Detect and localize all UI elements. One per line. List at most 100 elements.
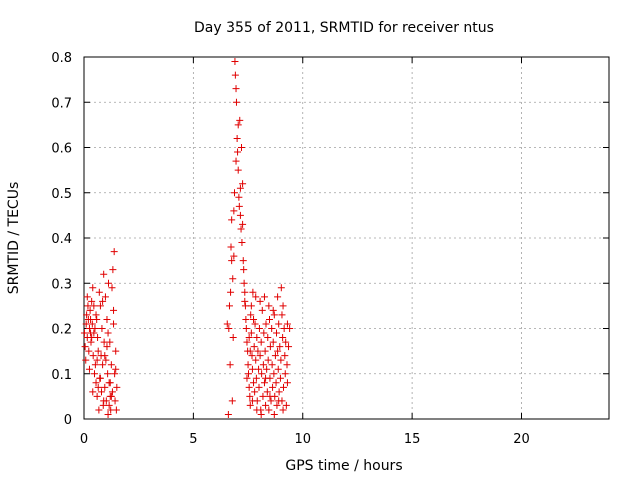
chart-title: Day 355 of 2011, SRMTID for receiver ntu… — [194, 20, 494, 36]
data-point — [281, 352, 289, 360]
data-point — [250, 315, 258, 323]
data-point — [275, 320, 283, 328]
y-tick-label: 0.8 — [51, 51, 72, 66]
data-point — [104, 410, 112, 418]
data-point — [99, 361, 107, 369]
data-point — [247, 311, 255, 319]
data-point — [90, 302, 98, 310]
data-point — [229, 334, 237, 342]
data-point — [266, 392, 274, 400]
data-point — [108, 388, 116, 396]
data-point — [81, 343, 89, 351]
data-point — [232, 157, 240, 165]
data-point — [245, 334, 253, 342]
data-point — [251, 320, 259, 328]
data-point — [252, 374, 260, 382]
data-point — [225, 325, 233, 332]
data-point — [255, 325, 263, 332]
data-point — [89, 352, 97, 360]
data-point — [246, 347, 254, 355]
data-point — [233, 134, 241, 142]
data-point — [253, 406, 261, 414]
data-point — [90, 329, 98, 337]
data-point — [230, 207, 238, 215]
data-point — [248, 352, 256, 360]
data-point — [103, 315, 111, 323]
data-point — [94, 334, 102, 342]
data-point — [244, 361, 252, 369]
data-point — [268, 325, 276, 332]
data-point — [103, 343, 111, 351]
data-point — [269, 338, 277, 346]
data-point — [252, 356, 260, 364]
data-point — [232, 98, 240, 106]
x-tick-label: 0 — [80, 432, 88, 447]
data-point — [279, 406, 287, 414]
data-point — [112, 406, 120, 414]
data-point — [266, 343, 274, 351]
data-point — [267, 397, 275, 405]
data-point — [252, 293, 260, 301]
data-point — [101, 352, 109, 360]
data-point — [228, 397, 236, 405]
data-point — [256, 297, 264, 305]
data-point — [241, 297, 249, 305]
data-point — [89, 388, 97, 396]
data-point — [256, 352, 264, 360]
data-point — [225, 302, 233, 310]
data-point — [87, 315, 95, 323]
data-point — [239, 180, 247, 188]
data-point — [92, 379, 100, 387]
data-point — [265, 406, 273, 414]
data-point — [232, 85, 240, 93]
data-point — [268, 361, 276, 369]
data-point — [262, 374, 270, 382]
data-point — [262, 401, 270, 409]
x-tick-label: 5 — [189, 432, 197, 447]
data-point — [261, 347, 269, 355]
data-point — [112, 365, 120, 373]
data-point — [246, 392, 254, 400]
data-point — [246, 401, 254, 409]
data-point — [239, 220, 247, 228]
data-point — [231, 71, 239, 79]
data-point — [108, 284, 116, 292]
data-point — [80, 329, 88, 337]
data-point — [93, 356, 101, 364]
data-point — [235, 193, 243, 201]
data-point — [113, 383, 121, 391]
data-point — [257, 410, 265, 418]
data-point — [259, 392, 267, 400]
data-point — [265, 302, 273, 310]
data-point — [102, 356, 110, 364]
data-point — [285, 343, 293, 351]
grid-lines — [84, 57, 609, 419]
data-point — [111, 397, 119, 405]
data-point — [254, 347, 262, 355]
data-point — [111, 370, 119, 378]
data-point — [245, 383, 253, 391]
data-point — [272, 379, 280, 387]
data-point — [270, 370, 278, 378]
data-point — [239, 257, 247, 265]
data-point — [95, 288, 103, 296]
data-point — [275, 397, 283, 405]
data-point — [281, 370, 289, 378]
data-point — [262, 320, 270, 328]
data-point — [100, 397, 108, 405]
data-point — [98, 325, 106, 332]
x-axis-label: GPS time / hours — [285, 458, 402, 474]
y-tick-label: 0.2 — [51, 323, 72, 338]
y-axis-label: SRMTID / TECUs — [6, 182, 22, 295]
data-point — [235, 202, 243, 210]
data-point — [253, 334, 261, 342]
data-point — [234, 166, 242, 174]
data-point — [229, 275, 237, 283]
data-point — [83, 293, 91, 301]
data-point — [89, 284, 97, 292]
data-point — [282, 401, 290, 409]
data-point — [249, 288, 257, 296]
y-tick-label: 0.7 — [51, 96, 72, 111]
data-point — [234, 121, 242, 129]
data-point — [263, 388, 271, 396]
